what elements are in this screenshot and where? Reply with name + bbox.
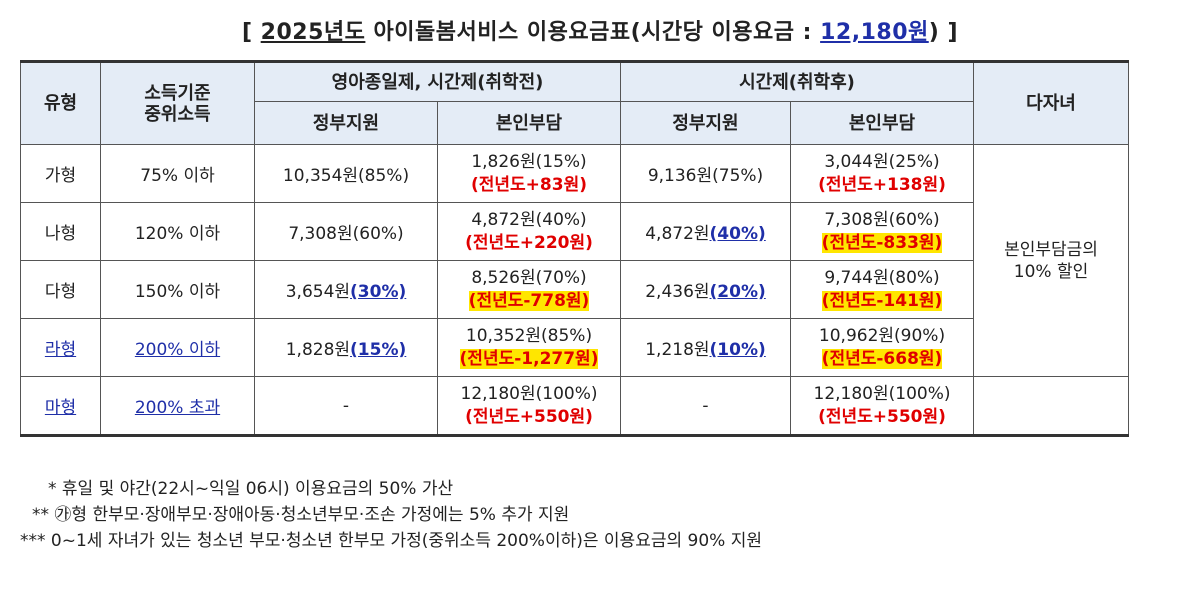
- row-type: 마형: [20, 376, 101, 437]
- g1-self-cell: 12,180원(100%) (전년도+550원): [437, 376, 621, 437]
- g2-gov-cell: -: [620, 376, 791, 437]
- g1-gov-cell: 3,654원(30%): [254, 260, 438, 319]
- header-g2-self: 본인부담: [790, 101, 974, 145]
- table-row: 가형 75% 이하 10,354원(85%) 1,826원(15%) (전년도+8…: [20, 144, 1129, 377]
- g2-self-cell: 12,180원(100%) (전년도+550원): [790, 376, 974, 437]
- row-income: 150% 이하: [100, 260, 255, 319]
- g1-delta: (전년도-1,277원): [459, 348, 599, 369]
- g1-self-cell: 10,352원(85%) (전년도-1,277원): [437, 318, 621, 377]
- g1-delta: (전년도+550원): [465, 406, 593, 427]
- g1-delta: (전년도-778원): [468, 290, 590, 311]
- g2-self-cell: 9,744원(80%) (전년도-141원): [790, 260, 974, 319]
- g1-gov-cell: 10,354원(85%): [254, 144, 438, 203]
- footnote-1: * 휴일 및 야간(22시~익일 06시) 이용요금의 50% 가산: [48, 479, 454, 499]
- header-income: 소득기준 중위소득: [100, 60, 255, 145]
- table-row: 나형 120% 이하 7,308원(60%) 4,872원(40%) (전년도+2…: [20, 202, 1129, 261]
- row-income: 120% 이하: [100, 202, 255, 261]
- title-year: 2025년도: [260, 20, 366, 45]
- g2-gov-cell: 1,218원(10%): [620, 318, 791, 377]
- header-group2: 시간제(취학후): [620, 60, 974, 102]
- row-type: 다형: [20, 260, 101, 319]
- g2-self-cell: 10,962원(90%) (전년도-668원): [790, 318, 974, 377]
- footnote-2: ** ㉮형 한부모·장애부모·장애아동·청소년부모·조손 가정에는 5% 추가 …: [32, 505, 570, 525]
- header-group1: 영아종일제, 시간제(취학전): [254, 60, 621, 102]
- row-income: 200% 초과: [100, 376, 255, 437]
- table-row: 다형 150% 이하 3,654원(30%) 8,526원(70%) (전년도-7…: [20, 260, 1129, 319]
- g1-self-cell: 4,872원(40%) (전년도+220원): [437, 202, 621, 261]
- header-g1-gov: 정부지원: [254, 101, 438, 145]
- g2-delta: (전년도-833원): [821, 232, 943, 253]
- table-row: 마형 200% 초과 - 12,180원(100%) (전년도+550원) - 1…: [20, 376, 1129, 437]
- g1-self-cell: 8,526원(70%) (전년도-778원): [437, 260, 621, 319]
- g2-gov-cell: 9,136원(75%): [620, 144, 791, 203]
- g1-gov-cell: 7,308원(60%): [254, 202, 438, 261]
- page-title: [ 2025년도 아이돌봄서비스 이용요금표(시간당 이용요금 : 12,180…: [241, 20, 959, 45]
- row-type: 라형: [20, 318, 101, 377]
- g1-delta: (전년도+220원): [465, 232, 593, 253]
- multi-child-discount: 본인부담금의 10% 할인: [973, 144, 1129, 377]
- g2-delta: (전년도-668원): [821, 348, 943, 369]
- g1-delta: (전년도+83원): [470, 174, 587, 195]
- g2-self-cell: 7,308원(60%) (전년도-833원): [790, 202, 974, 261]
- g2-gov-cell: 2,436원(20%): [620, 260, 791, 319]
- footnotes: * 휴일 및 야간(22시~익일 06시) 이용요금의 50% 가산 ** ㉮형…: [20, 476, 762, 554]
- header-g2-gov: 정부지원: [620, 101, 791, 145]
- g2-gov-cell: 4,872원(40%): [620, 202, 791, 261]
- header-multi-child: 다자녀: [973, 60, 1129, 145]
- row-income: 200% 이하: [100, 318, 255, 377]
- row-type: 가형: [20, 144, 101, 203]
- g1-gov-cell: 1,828원(15%): [254, 318, 438, 377]
- footnote-3: *** 0~1세 자녀가 있는 청소년 부모·청소년 한부모 가정(중위소득 2…: [20, 531, 762, 551]
- g1-gov-cell: -: [254, 376, 438, 437]
- row-income: 75% 이하: [100, 144, 255, 203]
- g2-self-cell: 3,044원(25%) (전년도+138원): [790, 144, 974, 203]
- g1-self-cell: 1,826원(15%) (전년도+83원): [437, 144, 621, 203]
- multi-child-empty: [973, 376, 1129, 437]
- header-type: 유형: [20, 60, 101, 145]
- g2-delta: (전년도+550원): [818, 406, 946, 427]
- g2-delta: (전년도+138원): [818, 174, 946, 195]
- title-price: 12,180원: [820, 20, 929, 45]
- g2-delta: (전년도-141원): [821, 290, 943, 311]
- table-row: 라형 200% 이하 1,828원(15%) 10,352원(85%) (전년도-…: [20, 318, 1129, 377]
- row-type: 나형: [20, 202, 101, 261]
- header-g1-self: 본인부담: [437, 101, 621, 145]
- fee-table: 유형 소득기준 중위소득 영아종일제, 시간제(취학전) 시간제(취학후) 다자…: [20, 60, 1129, 437]
